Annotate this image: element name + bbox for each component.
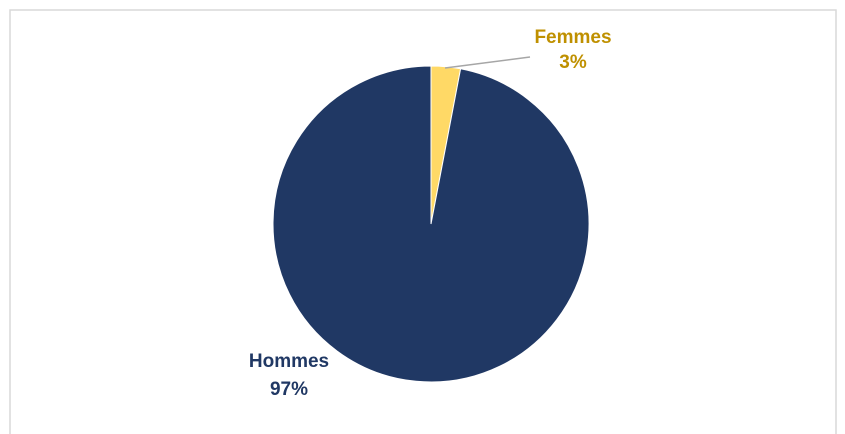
- pie-slice: [272, 65, 590, 383]
- slice-value-label: 3%: [559, 52, 587, 73]
- leader-line: [444, 56, 531, 69]
- slice-label: Femmes: [534, 27, 611, 48]
- slice-value-label: 97%: [270, 379, 308, 400]
- slice-label: Hommes: [249, 351, 329, 372]
